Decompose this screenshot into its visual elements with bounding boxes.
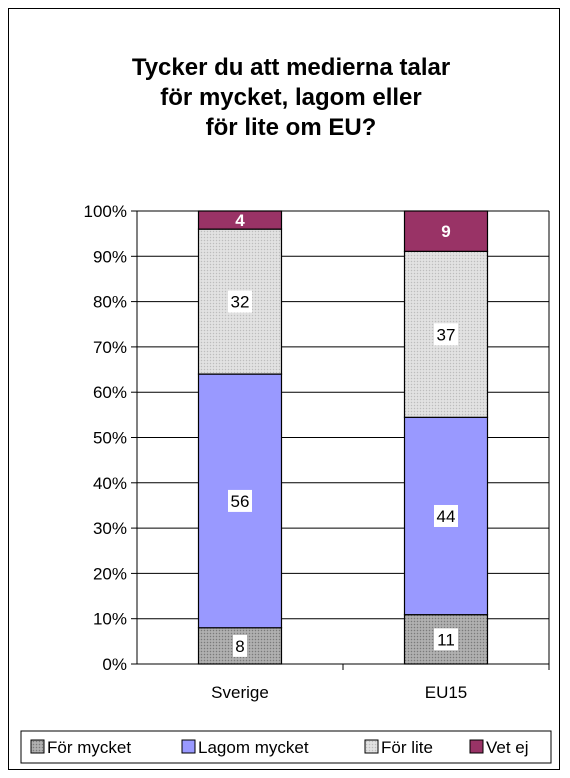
data-label: 9 <box>441 222 450 241</box>
y-tick-label: 90% <box>93 247 127 266</box>
bar-segment <box>403 210 489 252</box>
legend-swatch <box>181 739 196 754</box>
legend-swatch <box>469 739 484 754</box>
y-tick-label: 30% <box>93 519 127 538</box>
y-tick-label: 80% <box>93 293 127 312</box>
legend: För mycket Lagom mycket För lite Vet ej <box>20 730 552 764</box>
legend-swatch <box>30 739 45 754</box>
data-label-background <box>233 634 247 657</box>
y-tick-label: 50% <box>93 429 127 448</box>
data-label: 8 <box>235 637 244 656</box>
y-tick-label: 0% <box>102 655 127 674</box>
data-label: 37 <box>437 325 456 344</box>
data-labels: 8 56 32 4 11 44 37 9 <box>228 211 458 657</box>
data-label: 4 <box>235 211 245 230</box>
data-label-background <box>228 290 252 313</box>
legend-box <box>20 730 552 764</box>
y-tick-label: 100% <box>84 202 127 221</box>
y-tick-label: 10% <box>93 610 127 629</box>
data-label-background <box>434 628 458 651</box>
data-label-background <box>434 323 458 346</box>
chart-title-line: för mycket, lagom eller <box>160 84 421 111</box>
data-label: 32 <box>231 293 250 312</box>
y-tick-label: 40% <box>93 474 127 493</box>
chart-title: Tycker du att medierna talar för mycket, … <box>132 54 450 141</box>
legend-swatch <box>364 739 379 754</box>
bar-segment <box>197 210 283 230</box>
chart-title-line: Tycker du att medierna talar <box>132 54 450 81</box>
legend-label: För lite <box>381 738 433 757</box>
chart-svg: Tycker du att medierna talar för mycket, … <box>20 54 552 764</box>
y-tick-label: 60% <box>93 383 127 402</box>
data-label-background <box>434 504 458 527</box>
data-label: 56 <box>231 492 250 511</box>
y-tick-label: 70% <box>93 338 127 357</box>
x-category-label: Sverige <box>211 683 269 702</box>
data-label-background <box>228 489 252 512</box>
y-tick-label: 20% <box>93 564 127 583</box>
axes: 0% 10% 20% 30% 40% 50% 60% 70% 80% 90% 100% Sverige… <box>84 202 550 702</box>
chart-frame: Tycker du att medierna talar för mycket, … <box>8 8 560 770</box>
data-label: 44 <box>437 507 456 526</box>
legend-label: Lagom mycket <box>198 738 309 757</box>
legend-label: Vet ej <box>486 738 529 757</box>
legend-label: För mycket <box>47 738 131 757</box>
x-category-label: EU15 <box>425 683 468 702</box>
chart-title-line: för lite om EU? <box>206 114 377 141</box>
data-label: 11 <box>437 630 455 649</box>
